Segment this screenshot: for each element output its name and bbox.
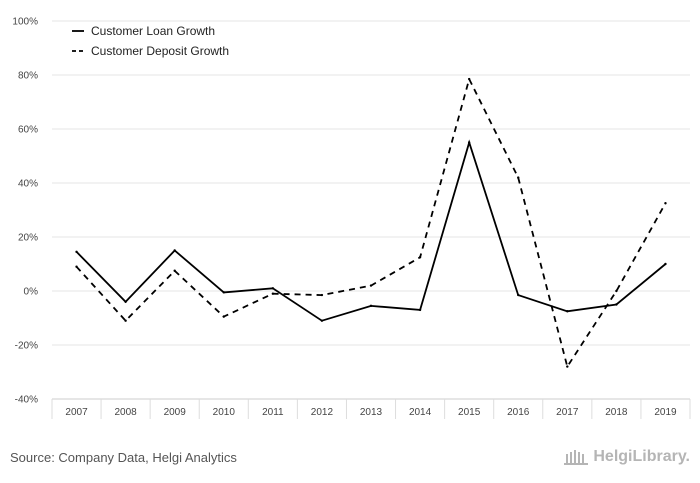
data-point (124, 300, 127, 303)
x-tick-label: 2009 (164, 407, 187, 418)
data-point (664, 262, 667, 266)
x-tick-label: 2017 (556, 407, 579, 418)
x-tick-label: 2010 (213, 407, 236, 418)
x-tick-label: 2016 (507, 407, 530, 418)
x-tick-label: 2013 (360, 407, 383, 418)
y-tick-label: 20% (18, 233, 38, 244)
legend-label: Customer Loan Growth (91, 24, 215, 38)
x-tick-label: 2019 (654, 407, 677, 418)
x-tick-label: 2007 (65, 407, 88, 418)
data-point (664, 202, 667, 205)
y-tick-label: 60% (18, 125, 38, 136)
series-layer (75, 76, 667, 369)
y-tick-label: 100% (12, 17, 38, 28)
legend-label: Customer Deposit Growth (91, 44, 229, 58)
data-point (75, 250, 78, 254)
data-point (418, 256, 422, 259)
data-point (467, 77, 471, 81)
data-point (271, 292, 275, 295)
x-tick-label: 2008 (114, 407, 137, 418)
x-tick-label: 2014 (409, 407, 432, 418)
data-point (124, 319, 127, 322)
axis-layer: -40% -20% 0% 20% 40% 60% 80% 100% 2007 2008 2009 20… (12, 17, 691, 419)
data-point (369, 284, 373, 287)
data-point (517, 176, 520, 179)
data-point (615, 303, 618, 306)
data-point (271, 287, 275, 290)
data-point (467, 141, 471, 144)
grid-layer (52, 20, 690, 400)
data-point (173, 249, 176, 252)
legend: Customer Loan Growth Customer Deposit Gro… (72, 24, 229, 58)
library-building-icon (564, 450, 589, 465)
data-point (320, 293, 324, 297)
data-point (320, 319, 324, 322)
logo-text: HelgiLibrary. (593, 448, 690, 465)
x-tick-label: 2011 (262, 407, 284, 418)
series-line-customer-loan-growth (75, 139, 667, 322)
data-point (418, 308, 422, 312)
data-point (173, 269, 176, 272)
x-tick-label: 2018 (605, 407, 628, 418)
source-note: Source: Company Data, Helgi Analytics (10, 450, 237, 465)
helgi-library-logo: HelgiLibrary. (563, 448, 690, 466)
data-point (566, 365, 569, 368)
y-tick-label: 80% (18, 71, 38, 82)
data-point (566, 310, 569, 313)
x-tick-label: 2015 (458, 407, 481, 418)
y-tick-label: 40% (18, 179, 38, 190)
y-tick-label: -40% (15, 395, 38, 406)
data-point (517, 293, 520, 297)
y-tick-label: 0% (24, 287, 39, 298)
y-tick-label: -20% (15, 341, 38, 352)
data-point (222, 291, 225, 294)
x-tick-label: 2012 (311, 407, 334, 418)
data-point (369, 304, 373, 308)
series-line-customer-deposit-growth (75, 76, 667, 369)
data-point (75, 265, 78, 268)
data-point (615, 289, 618, 293)
data-point (222, 315, 225, 318)
